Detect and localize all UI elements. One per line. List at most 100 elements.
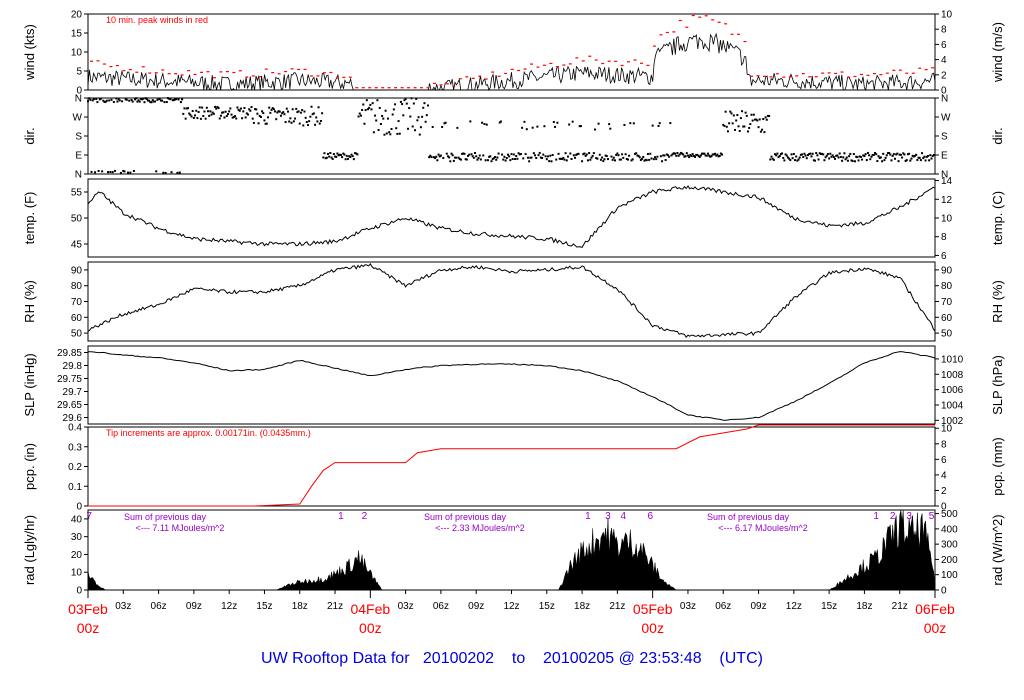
dir-point xyxy=(509,159,512,162)
wind-peak-mark xyxy=(478,75,482,77)
dir-point xyxy=(768,115,771,118)
temp-frame xyxy=(87,178,936,258)
dir-point xyxy=(328,155,331,158)
dir-point xyxy=(859,155,862,158)
pcp-ytick-right-label: 8 xyxy=(941,439,947,450)
dir-point xyxy=(715,154,718,157)
dir-point xyxy=(292,120,295,123)
wind-peak-mark xyxy=(821,72,825,74)
dir-point xyxy=(669,122,672,125)
dir-point xyxy=(748,126,751,129)
dir-point xyxy=(98,98,101,101)
dir-point xyxy=(836,154,839,157)
x-tick-label: 21z xyxy=(609,601,625,612)
wind-peak-mark xyxy=(659,34,663,36)
dir-point xyxy=(275,118,278,121)
wind-peak-mark xyxy=(141,66,145,68)
dir-point xyxy=(785,154,788,157)
dir-point xyxy=(763,131,766,134)
dir-point xyxy=(415,97,418,100)
dir-point xyxy=(803,152,806,155)
dir-point xyxy=(101,170,104,173)
dir-point xyxy=(617,154,620,157)
dir-point xyxy=(321,112,324,115)
dir-point xyxy=(519,153,522,156)
dir-point xyxy=(861,158,864,161)
dir-point xyxy=(739,117,742,120)
wind-peak-mark xyxy=(646,64,650,66)
dir-point xyxy=(244,116,247,119)
dir-point xyxy=(229,107,232,110)
dir-point xyxy=(388,131,391,134)
dir-point xyxy=(142,97,145,100)
dir-point xyxy=(728,122,731,125)
dir-point xyxy=(486,159,489,162)
dir-point xyxy=(109,171,112,174)
temp-ytick-label: 50 xyxy=(71,214,83,225)
dir-point xyxy=(722,123,725,126)
dir-point xyxy=(924,159,927,162)
rh-ylabel-right: RH (%) xyxy=(990,280,1005,323)
dir-point xyxy=(437,153,440,156)
dir-point xyxy=(146,99,149,102)
dir-point xyxy=(771,157,774,160)
dir-point xyxy=(537,154,540,157)
dir-point xyxy=(545,158,548,161)
dir-point xyxy=(296,111,299,114)
x-tick-label: 09z xyxy=(468,601,484,612)
dir-point xyxy=(358,112,361,115)
temp-ytick-right-label: 10 xyxy=(941,214,953,225)
dir-point xyxy=(830,155,833,158)
rh-series-line xyxy=(87,263,936,339)
wind-ytick-right-label: 2 xyxy=(941,70,947,81)
temp-ylabel: temp. (F) xyxy=(22,192,37,245)
dir-point xyxy=(395,127,398,130)
pcp-ylabel-right: pcp. (mm) xyxy=(990,437,1005,496)
dir-point xyxy=(784,153,787,156)
dir-point xyxy=(821,152,824,155)
wind-peak-mark xyxy=(258,76,262,78)
dir-point xyxy=(685,152,688,155)
dir-point xyxy=(303,110,306,113)
footer-prefix: UW Rooftop Data for xyxy=(261,650,410,667)
dir-point xyxy=(372,131,375,134)
wind-peak-mark xyxy=(588,55,592,57)
dir-ytick-right-label: E xyxy=(941,151,948,162)
dir-point xyxy=(795,155,798,158)
x-day-label: 04Feb xyxy=(350,601,390,617)
dir-point xyxy=(855,155,858,158)
dir-point xyxy=(443,122,446,125)
rad-ytick-right-label: 0 xyxy=(941,586,947,597)
dir-point xyxy=(571,120,574,123)
dir-point xyxy=(896,152,899,155)
dir-point xyxy=(191,110,194,113)
wind-peak-mark xyxy=(432,82,436,85)
wind-peak-mark xyxy=(918,67,922,69)
dir-point xyxy=(716,153,719,156)
wind-peak-mark xyxy=(743,40,747,43)
dir-point xyxy=(742,125,745,128)
dir-point xyxy=(749,123,752,126)
x-tick-label: 18z xyxy=(856,601,872,612)
wind-peak-mark xyxy=(413,87,417,89)
dir-point xyxy=(491,158,494,161)
dir-point xyxy=(582,153,585,156)
rad-hour-mark: 2 xyxy=(362,511,368,522)
dir-point xyxy=(137,99,140,102)
dir-point xyxy=(265,122,268,125)
dir-point xyxy=(325,156,328,159)
dir-point xyxy=(336,152,339,155)
dir-point xyxy=(182,112,185,115)
dir-point xyxy=(145,98,148,101)
dir-point xyxy=(911,154,914,157)
dir-point xyxy=(381,114,384,117)
rh-frame xyxy=(87,261,936,342)
rad-daily-sum-value: <--- 6.17 MJoules/m^2 xyxy=(718,523,808,533)
dir-point xyxy=(494,156,497,159)
dir-point xyxy=(928,159,931,162)
wind-peak-mark xyxy=(128,68,132,71)
dir-point xyxy=(104,100,107,103)
dir-point xyxy=(225,115,228,118)
dir-point xyxy=(482,154,485,157)
